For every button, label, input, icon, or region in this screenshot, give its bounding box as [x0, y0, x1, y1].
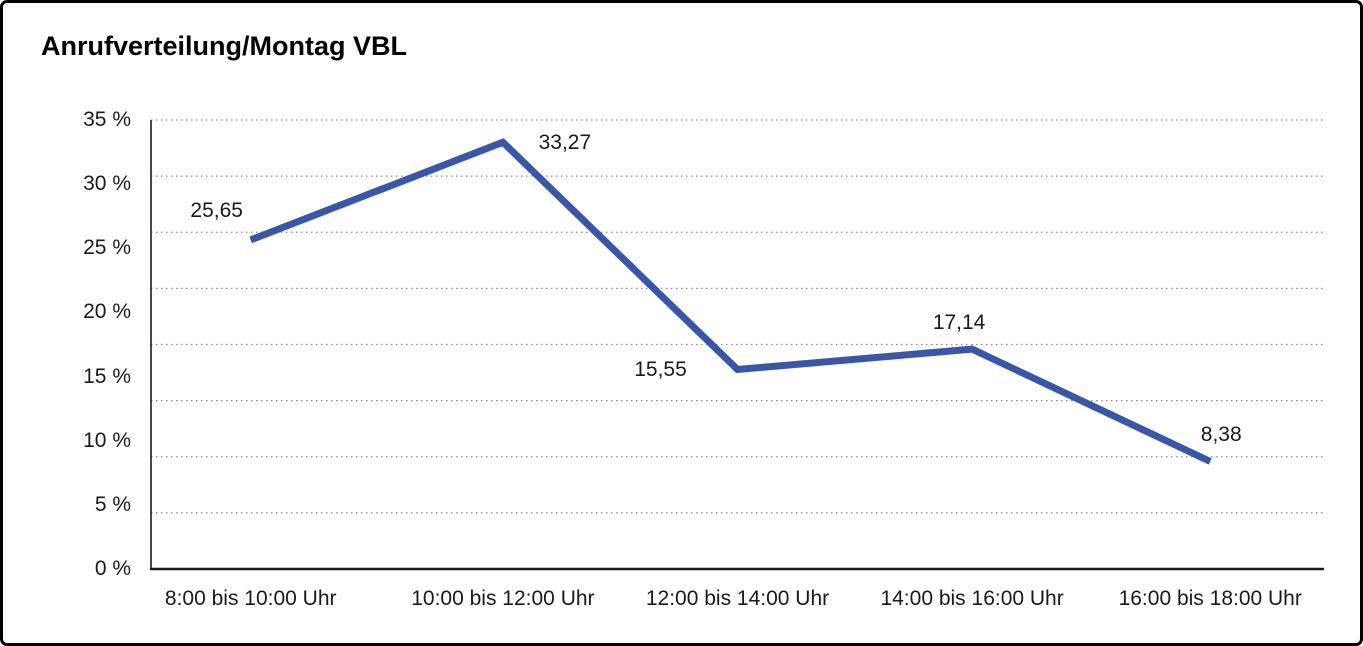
chart-title: Anrufverteilung/Montag VBL [41, 31, 407, 61]
line-chart-canvas [150, 119, 1324, 571]
series-line [249, 138, 1212, 465]
